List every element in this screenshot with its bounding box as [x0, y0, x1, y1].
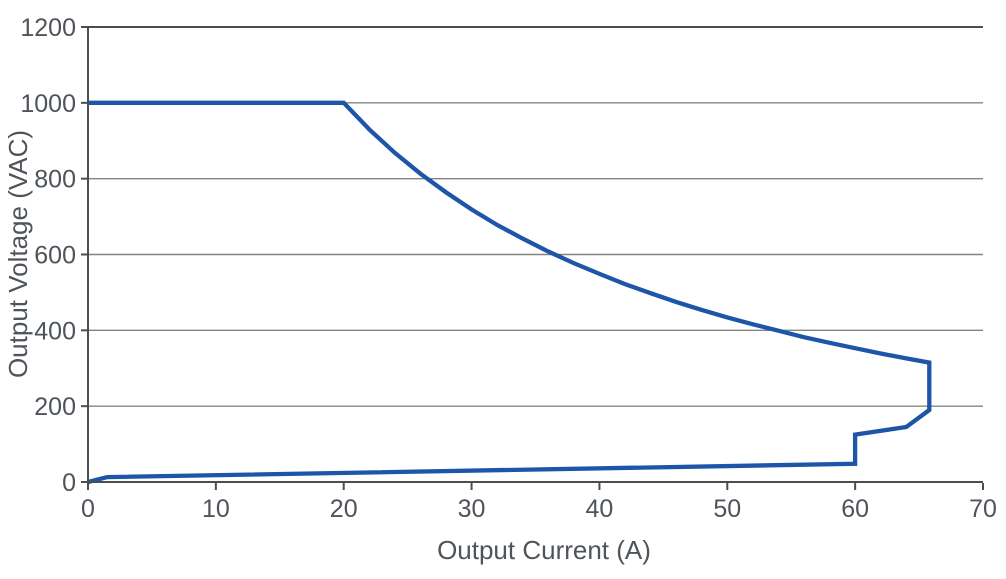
x-tick-label: 60: [841, 495, 869, 523]
y-tick-label: 800: [34, 166, 76, 194]
y-tick-label: 600: [34, 242, 76, 270]
x-tick-label: 70: [969, 495, 997, 523]
gridline-layer: [88, 102, 983, 407]
axis-layer: [81, 26, 984, 490]
y-axis-title: Output Voltage (VAC): [3, 130, 33, 378]
x-axis-title: Output Current (A): [437, 535, 651, 565]
x-tick-label: 20: [330, 495, 358, 523]
y-tick-label: 1200: [20, 14, 76, 42]
series-line-voltage-current-operating-envelope: [87, 100, 932, 485]
y-tick-label: 0: [62, 469, 76, 497]
tick-label-layer: 0 200 400 600 800 1000 1200 0 10 20 30 40 50 60 70: [20, 14, 997, 523]
x-tick-label: 30: [458, 495, 486, 523]
series-layer: [87, 100, 932, 485]
x-tick-label: 0: [81, 495, 95, 523]
x-tick-label: 10: [202, 495, 230, 523]
x-tick-label: 40: [586, 495, 614, 523]
y-tick-label: 1000: [20, 90, 76, 118]
y-tick-label: 400: [34, 317, 76, 345]
y-tick-label: 200: [34, 393, 76, 421]
x-tick-label: 50: [713, 495, 741, 523]
